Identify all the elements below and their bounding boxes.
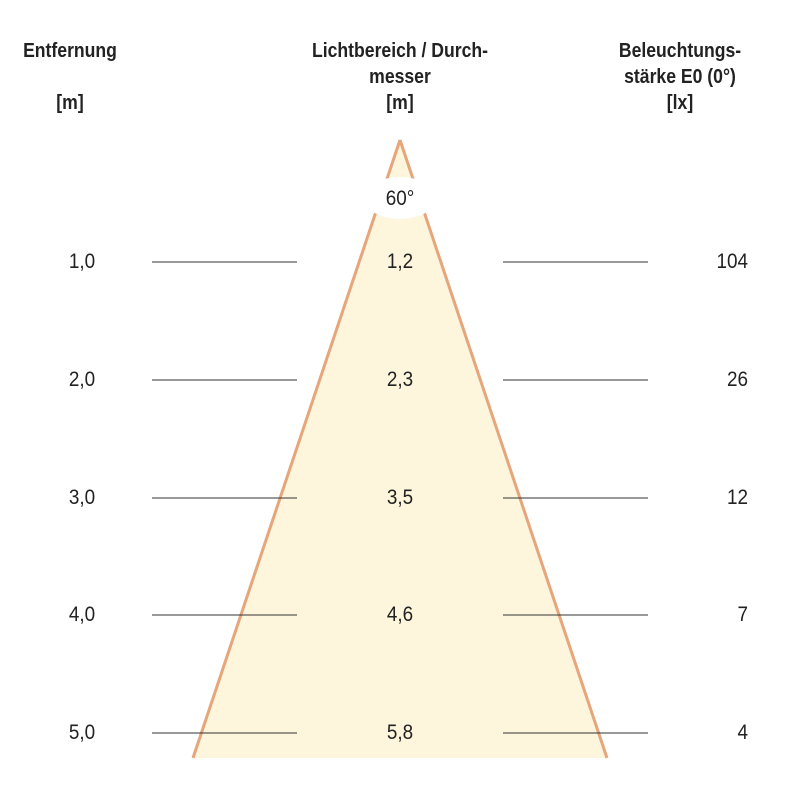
diameter-value: 5,8: [386, 721, 414, 744]
illuminance-value: 12: [726, 486, 748, 509]
diameter-header: Lichtbereich / Durch- messer [m]: [268, 38, 532, 116]
distance-value: 5,0: [68, 721, 96, 744]
illuminance-value: 4: [737, 721, 748, 744]
distance-value: 4,0: [68, 603, 96, 626]
distance-value: 2,0: [68, 368, 96, 391]
distance-value: 3,0: [68, 486, 96, 509]
illuminance-unit: [lx]: [666, 92, 694, 114]
beam-angle-label: 60°: [385, 187, 415, 210]
diameter-value: 4,6: [386, 603, 414, 626]
cone-right-edge: [398, 139, 609, 759]
distance-title: Entfernung: [23, 40, 117, 62]
diameter-value: 2,3: [386, 368, 414, 391]
illuminance-value: 26: [726, 368, 748, 391]
distance-unit: [m]: [56, 92, 84, 114]
illuminance-title-line1: Beleuchtungs-: [618, 40, 742, 62]
illuminance-header: Beleuchtungs- stärke E0 (0°) [lx]: [592, 38, 768, 116]
illuminance-value: 104: [716, 250, 748, 273]
angle-label-background: [364, 177, 436, 219]
cone-left-edge: [191, 139, 402, 759]
diameter-title-line2: messer: [369, 66, 431, 88]
distance-header: Entfernung [m]: [17, 38, 123, 116]
light-cone: [193, 140, 607, 758]
distance-value: 1,0: [68, 250, 96, 273]
diameter-unit: [m]: [386, 92, 414, 114]
illuminance-value: 7: [737, 603, 748, 626]
diameter-value: 1,2: [386, 250, 414, 273]
diameter-value: 3,5: [386, 486, 414, 509]
diameter-title-line1: Lichtbereich / Durch-: [311, 40, 489, 62]
illuminance-title-line2: stärke E0 (0°): [624, 66, 736, 88]
